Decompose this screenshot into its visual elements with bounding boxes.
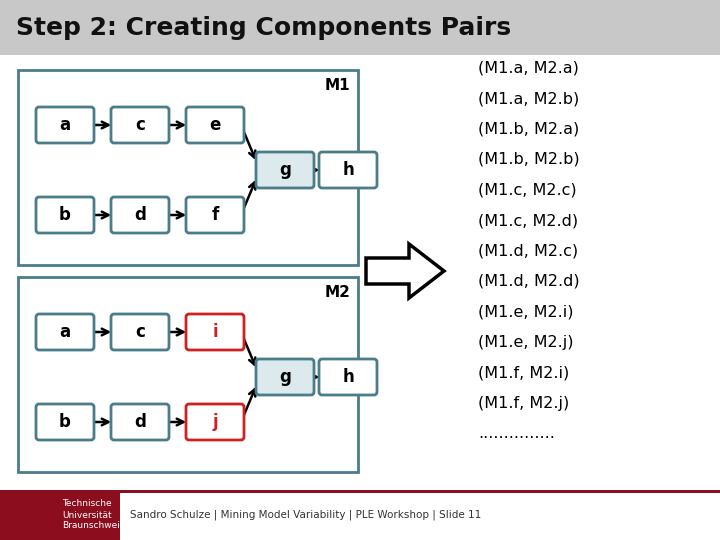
Text: j: j [212,413,218,431]
FancyBboxPatch shape [186,314,244,350]
Text: f: f [212,206,219,224]
FancyBboxPatch shape [186,404,244,440]
FancyBboxPatch shape [18,277,358,472]
FancyBboxPatch shape [36,197,94,233]
Text: e: e [210,116,221,134]
Bar [0,490,720,540]
Text: b: b [59,206,71,224]
FancyBboxPatch shape [36,404,94,440]
Text: M2: M2 [324,285,350,300]
FancyBboxPatch shape [319,152,377,188]
Text: d: d [134,206,146,224]
Text: (M1.f, M2.j): (M1.f, M2.j) [478,396,570,411]
Text: ...............: ............... [478,427,555,442]
Text: i: i [212,323,218,341]
FancyBboxPatch shape [319,359,377,395]
Text: a: a [60,116,71,134]
FancyBboxPatch shape [111,404,169,440]
FancyBboxPatch shape [111,107,169,143]
Text: h: h [342,161,354,179]
Text: g: g [279,161,291,179]
Text: b: b [59,413,71,431]
Text: Sandro Schulze | Mining Model Variability | PLE Workshop | Slide 11: Sandro Schulze | Mining Model Variabilit… [130,510,481,520]
Text: c: c [135,116,145,134]
Text: h: h [342,368,354,386]
Text: a: a [60,323,71,341]
Text: Step 2: Creating Components Pairs: Step 2: Creating Components Pairs [16,16,511,39]
FancyBboxPatch shape [186,197,244,233]
Text: (M1.c, M2.c): (M1.c, M2.c) [478,183,577,198]
Bar [0,0,720,55]
Text: (M1.c, M2.d): (M1.c, M2.d) [478,213,578,228]
FancyBboxPatch shape [256,359,314,395]
Text: (M1.a, M2.a): (M1.a, M2.a) [478,60,579,76]
FancyBboxPatch shape [111,197,169,233]
Text: (M1.b, M2.b): (M1.b, M2.b) [478,152,580,167]
FancyBboxPatch shape [36,314,94,350]
FancyBboxPatch shape [111,314,169,350]
Text: g: g [279,368,291,386]
Text: Universität: Universität [63,510,112,519]
Text: (M1.e, M2.i): (M1.e, M2.i) [478,305,574,320]
Text: (M1.e, M2.j): (M1.e, M2.j) [478,335,574,350]
FancyBboxPatch shape [36,107,94,143]
Polygon shape [366,244,444,298]
Text: (M1.d, M2.d): (M1.d, M2.d) [478,274,580,289]
Text: Braunschweig: Braunschweig [63,522,126,530]
Text: M1: M1 [325,78,350,93]
Text: c: c [135,323,145,341]
FancyBboxPatch shape [186,107,244,143]
FancyBboxPatch shape [256,152,314,188]
Bar [0,490,720,493]
Bar [0,493,120,540]
FancyBboxPatch shape [18,70,358,265]
Text: (M1.d, M2.c): (M1.d, M2.c) [478,244,578,259]
Text: (M1.b, M2.a): (M1.b, M2.a) [478,122,580,137]
Text: (M1.f, M2.i): (M1.f, M2.i) [478,366,570,381]
Text: (M1.a, M2.b): (M1.a, M2.b) [478,91,580,106]
Text: Technische: Technische [63,500,112,509]
Text: d: d [134,413,146,431]
